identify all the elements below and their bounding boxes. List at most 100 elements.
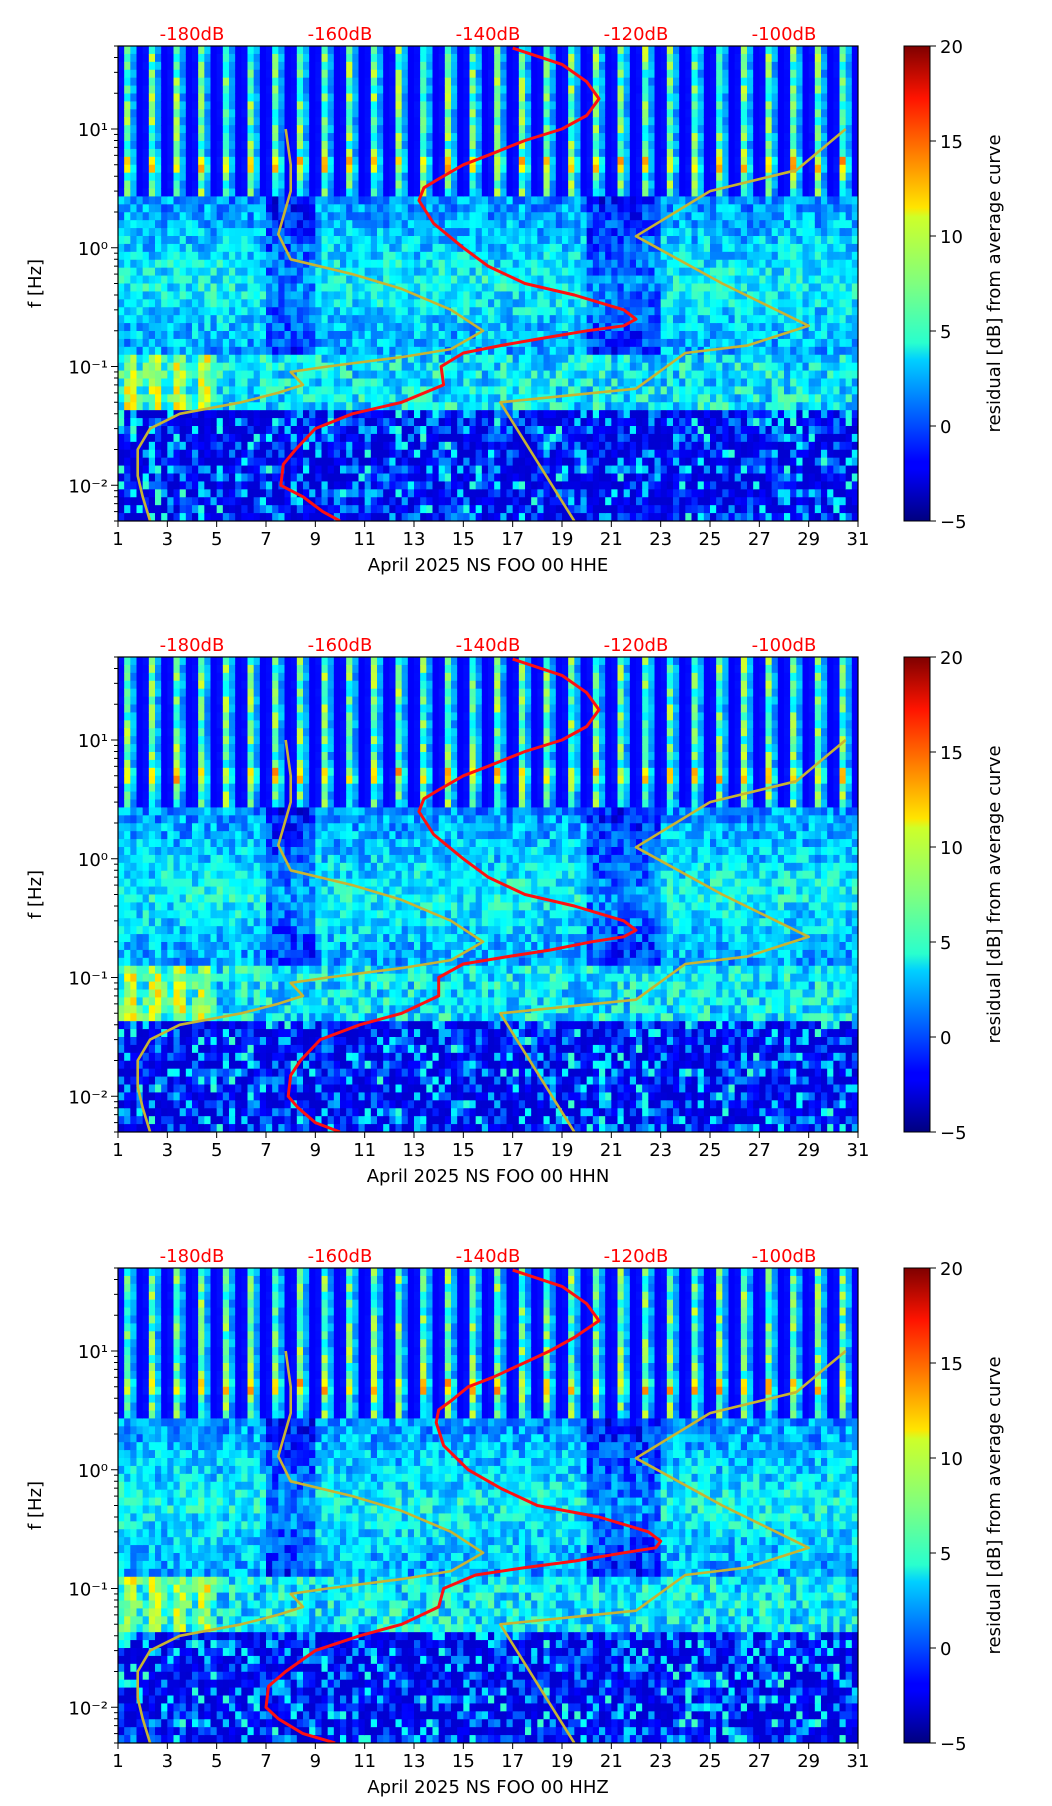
x-tick-label: 17 bbox=[501, 1140, 524, 1161]
y-tick-label: 10¹ bbox=[78, 731, 108, 752]
x-axis-label: April 2025 NS FOO 00 HHZ bbox=[367, 1777, 608, 1798]
x-tick-label: 29 bbox=[797, 529, 820, 550]
noise-model-curve bbox=[498, 739, 847, 1132]
x-tick-label: 27 bbox=[748, 529, 771, 550]
colorbar bbox=[903, 656, 931, 1133]
top-db-label: -140dB bbox=[456, 24, 521, 45]
colorbar-tick-label: 0 bbox=[940, 417, 951, 438]
x-tick-label: 11 bbox=[353, 1751, 376, 1772]
colorbar-tick-label: 5 bbox=[940, 933, 951, 954]
x-tick-label: 31 bbox=[847, 1751, 870, 1772]
x-tick-label: 5 bbox=[211, 1751, 222, 1772]
noise-model-curve bbox=[136, 1350, 485, 1743]
top-db-label: -100dB bbox=[752, 24, 817, 45]
x-tick-label: 31 bbox=[847, 1140, 870, 1161]
x-tick-label: 29 bbox=[797, 1140, 820, 1161]
x-tick-label: 9 bbox=[310, 1140, 321, 1161]
colorbar-label: residual [dB] from average curve bbox=[984, 745, 1005, 1043]
x-tick-label: 31 bbox=[847, 529, 870, 550]
top-db-label: -180dB bbox=[160, 635, 225, 656]
top-db-label: -140dB bbox=[456, 1246, 521, 1267]
colorbar-tick-label: 20 bbox=[940, 648, 963, 669]
average-psd-curve bbox=[279, 46, 638, 521]
colorbar-tick-label: 0 bbox=[940, 1028, 951, 1049]
colorbar-tick-label: 15 bbox=[940, 1354, 963, 1375]
spectrogram-heatmap bbox=[118, 1268, 858, 1743]
top-db-label: -120dB bbox=[604, 24, 669, 45]
top-db-label: -160dB bbox=[308, 1246, 373, 1267]
x-tick-label: 5 bbox=[211, 1140, 222, 1161]
y-tick-label: 10⁻² bbox=[68, 476, 108, 497]
spectrogram-heatmap bbox=[118, 46, 858, 521]
noise-model-curve bbox=[498, 1350, 847, 1743]
x-tick-label: 13 bbox=[403, 529, 426, 550]
x-tick-label: 25 bbox=[699, 1751, 722, 1772]
x-axis-label: April 2025 NS FOO 00 HHN bbox=[367, 1166, 610, 1187]
y-axis-label: f [Hz] bbox=[25, 1481, 46, 1530]
top-db-label: -100dB bbox=[752, 635, 817, 656]
x-tick-label: 13 bbox=[403, 1751, 426, 1772]
x-tick-label: 3 bbox=[162, 1751, 173, 1772]
noise-model-curve bbox=[498, 128, 847, 521]
average-psd-curve bbox=[286, 657, 638, 1132]
colorbar-tick-label: −5 bbox=[940, 512, 967, 533]
x-tick-label: 17 bbox=[501, 1751, 524, 1772]
top-db-label: -100dB bbox=[752, 1246, 817, 1267]
average-psd-curve bbox=[264, 1268, 663, 1743]
x-tick-label: 15 bbox=[452, 1140, 475, 1161]
colorbar-tick-label: −5 bbox=[940, 1734, 967, 1755]
x-tick-label: 19 bbox=[551, 1140, 574, 1161]
colorbar-tick-label: 10 bbox=[940, 838, 963, 859]
y-tick-label: 10⁻¹ bbox=[68, 358, 108, 379]
x-tick-label: 23 bbox=[649, 1140, 672, 1161]
y-tick-label: 10⁻¹ bbox=[68, 969, 108, 990]
top-db-label: -160dB bbox=[308, 24, 373, 45]
x-tick-label: 5 bbox=[211, 529, 222, 550]
y-tick-label: 10⁰ bbox=[78, 239, 108, 260]
x-tick-label: 1 bbox=[112, 1140, 123, 1161]
x-tick-label: 9 bbox=[310, 529, 321, 550]
colorbar-tick-label: 20 bbox=[940, 37, 963, 58]
y-tick-label: 10¹ bbox=[78, 1342, 108, 1363]
top-db-label: -140dB bbox=[456, 635, 521, 656]
x-tick-label: 15 bbox=[452, 1751, 475, 1772]
x-tick-label: 15 bbox=[452, 529, 475, 550]
x-tick-label: 23 bbox=[649, 1751, 672, 1772]
x-tick-label: 23 bbox=[649, 529, 672, 550]
y-axis-label: f [Hz] bbox=[25, 870, 46, 919]
top-db-label: -180dB bbox=[160, 1246, 225, 1267]
y-tick-label: 10⁻² bbox=[68, 1087, 108, 1108]
x-axis-label: April 2025 NS FOO 00 HHE bbox=[368, 555, 609, 576]
y-axis-label: f [Hz] bbox=[25, 259, 46, 308]
colorbar-label: residual [dB] from average curve bbox=[984, 1356, 1005, 1654]
colorbar bbox=[903, 1267, 931, 1744]
colorbar-tick-label: 20 bbox=[940, 1259, 963, 1280]
top-db-label: -160dB bbox=[308, 635, 373, 656]
colorbar-tick-label: 15 bbox=[940, 743, 963, 764]
top-db-label: -180dB bbox=[160, 24, 225, 45]
x-tick-label: 29 bbox=[797, 1751, 820, 1772]
x-tick-label: 27 bbox=[748, 1751, 771, 1772]
colorbar-tick-label: 10 bbox=[940, 1449, 963, 1470]
y-tick-label: 10¹ bbox=[78, 120, 108, 141]
colorbar-tick-label: 5 bbox=[940, 1544, 951, 1565]
top-db-label: -120dB bbox=[604, 635, 669, 656]
x-tick-label: 7 bbox=[260, 1751, 271, 1772]
x-tick-label: 7 bbox=[260, 1140, 271, 1161]
noise-model-curve bbox=[136, 128, 485, 521]
colorbar-tick-label: 5 bbox=[940, 322, 951, 343]
x-tick-label: 11 bbox=[353, 1140, 376, 1161]
y-tick-label: 10⁰ bbox=[78, 850, 108, 871]
x-tick-label: 11 bbox=[353, 529, 376, 550]
colorbar-tick-label: 0 bbox=[940, 1639, 951, 1660]
x-tick-label: 3 bbox=[162, 529, 173, 550]
colorbar-tick-label: 15 bbox=[940, 132, 963, 153]
x-tick-label: 27 bbox=[748, 1140, 771, 1161]
spectrogram-heatmap bbox=[118, 657, 858, 1132]
colorbar-label: residual [dB] from average curve bbox=[984, 134, 1005, 432]
x-tick-label: 1 bbox=[112, 1751, 123, 1772]
colorbar-tick-label: 10 bbox=[940, 227, 963, 248]
